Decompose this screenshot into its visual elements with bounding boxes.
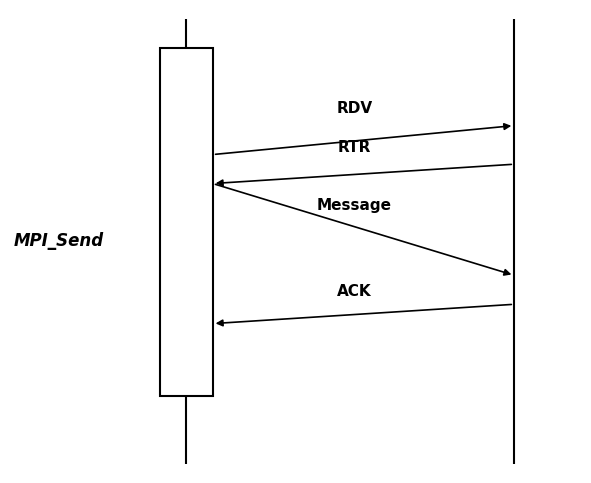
Text: MPI_Send: MPI_Send bbox=[14, 232, 104, 251]
Text: Message: Message bbox=[317, 198, 392, 213]
Bar bbox=[160, 48, 213, 396]
Text: RTR: RTR bbox=[338, 140, 371, 155]
Text: ACK: ACK bbox=[337, 284, 372, 299]
Text: RDV: RDV bbox=[336, 101, 373, 116]
